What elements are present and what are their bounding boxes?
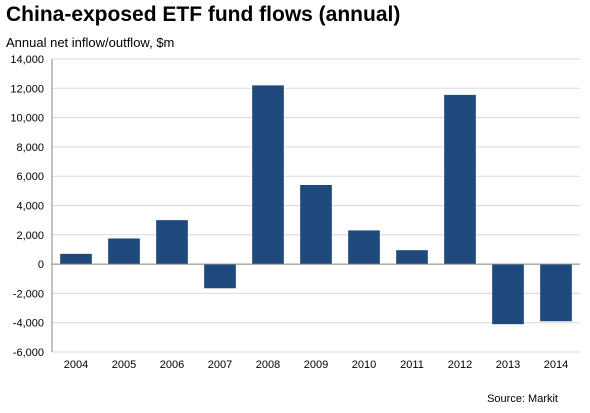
bar-2006 xyxy=(156,220,188,265)
x-tick-label: 2010 xyxy=(352,359,376,371)
y-tick-label: 4,000 xyxy=(16,201,44,213)
x-tick-label: 2012 xyxy=(448,359,472,371)
bar-2010 xyxy=(348,230,380,265)
bar-2007 xyxy=(204,264,236,289)
bar-2011 xyxy=(396,250,428,265)
bar-2004 xyxy=(60,253,92,265)
x-tick-label: 2013 xyxy=(496,359,520,371)
y-tick-label: -2,000 xyxy=(13,288,44,300)
y-tick-label: -4,000 xyxy=(13,318,44,330)
x-tick-label: 2006 xyxy=(160,359,184,371)
bar-2012 xyxy=(444,94,476,265)
x-tick-label: 2009 xyxy=(304,359,328,371)
x-tick-label: 2004 xyxy=(64,359,88,371)
y-tick-label: 2,000 xyxy=(16,230,44,242)
chart-subtitle: Annual net inflow/outflow, $m xyxy=(6,35,175,50)
y-tick-label: 0 xyxy=(38,259,44,271)
chart-title: China-exposed ETF fund flows (annual) xyxy=(6,3,401,26)
x-tick-label: 2007 xyxy=(208,359,232,371)
bar-2008 xyxy=(252,85,284,265)
bar-2014 xyxy=(540,264,572,322)
x-tick-label: 2014 xyxy=(544,359,568,371)
y-tick-label: 6,000 xyxy=(16,171,44,183)
x-tick-label: 2005 xyxy=(112,359,136,371)
y-tick-label: 14,000 xyxy=(10,54,44,66)
y-tick-label: 8,000 xyxy=(16,142,44,154)
bar-2009 xyxy=(300,184,332,265)
source-note: Source: Markit xyxy=(487,393,558,405)
x-tick-label: 2008 xyxy=(256,359,280,371)
y-tick-label: 12,000 xyxy=(10,83,44,95)
bar-2013 xyxy=(492,264,524,325)
bar-2005 xyxy=(108,238,140,265)
y-tick-label: -6,000 xyxy=(13,347,44,359)
y-tick-label: 10,000 xyxy=(10,113,44,125)
x-tick-label: 2011 xyxy=(400,359,424,371)
